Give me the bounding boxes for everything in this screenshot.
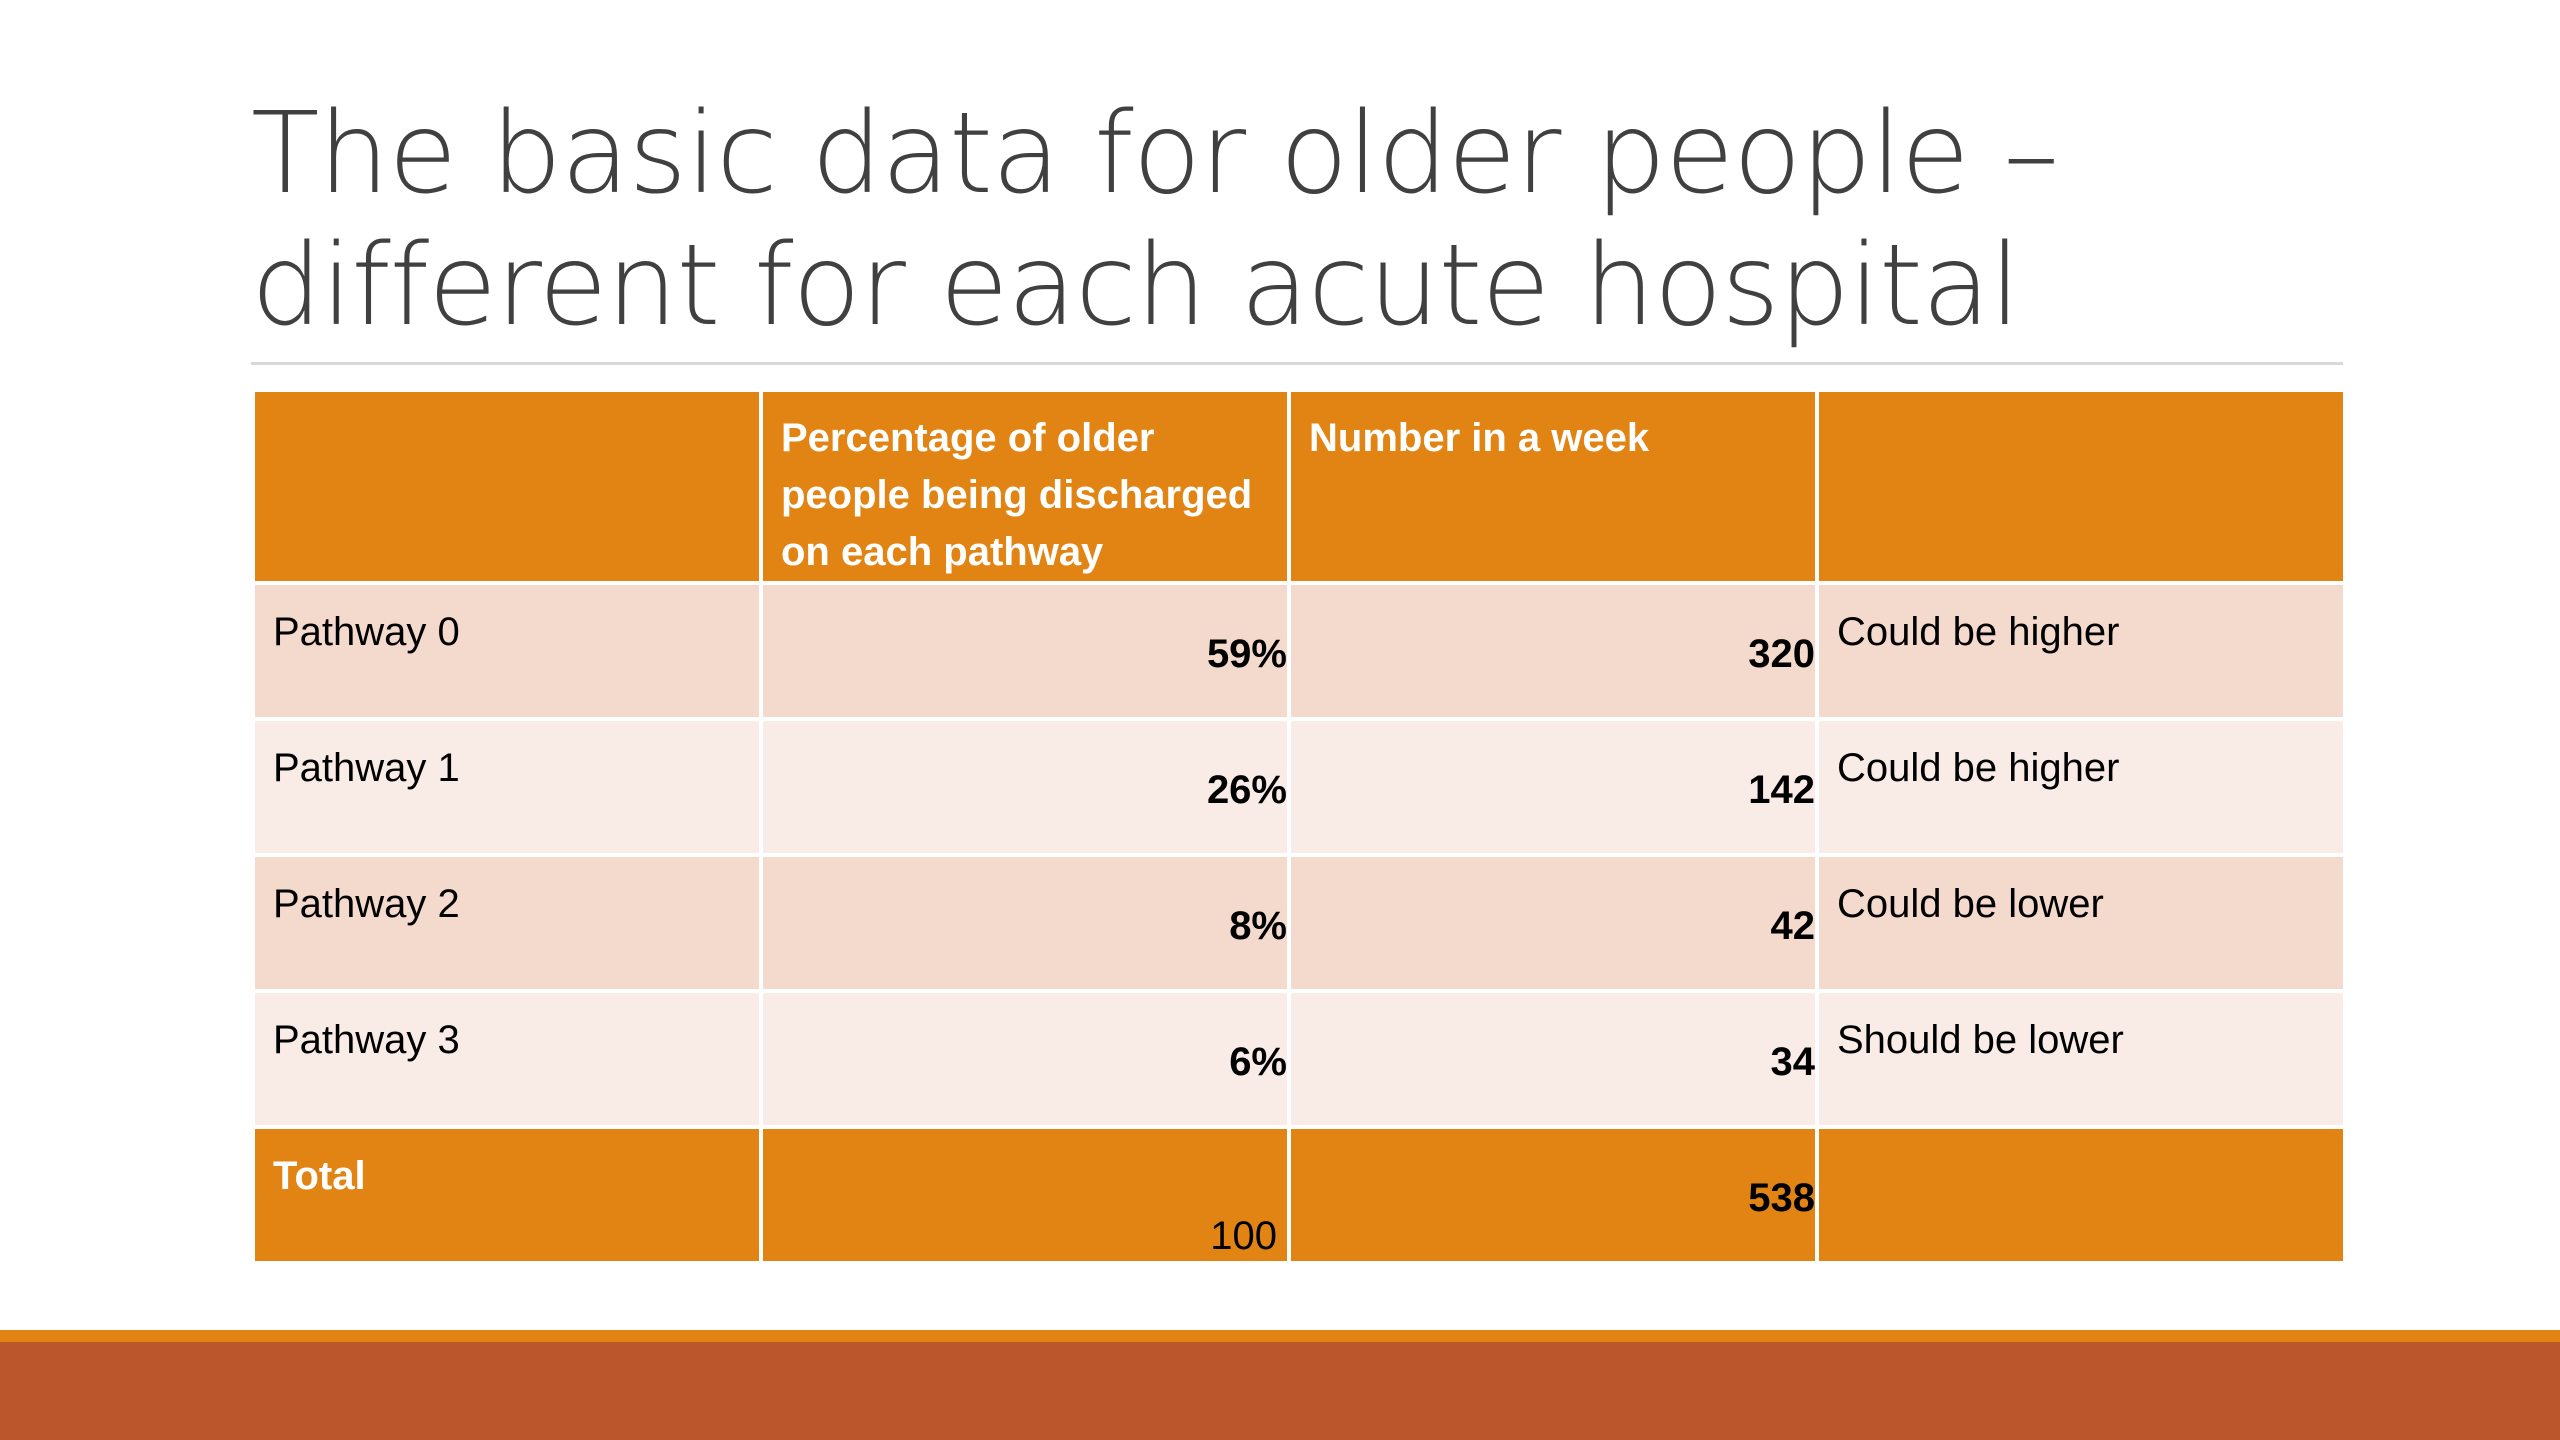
header-cell-pathway bbox=[251, 388, 763, 585]
pathway-label: Pathway 0 bbox=[273, 610, 460, 654]
total-note-cell bbox=[1815, 1125, 2347, 1265]
pathway-label: Pathway 3 bbox=[273, 1018, 460, 1062]
percentage-value: 26% bbox=[1206, 768, 1287, 812]
note-cell: Could be higher bbox=[1815, 717, 2347, 857]
total-label: Total bbox=[273, 1154, 366, 1198]
percentage-cell: 26% bbox=[759, 717, 1291, 857]
footer-band bbox=[0, 1342, 2560, 1440]
header-cell-percentage: Percentage of older people being dischar… bbox=[759, 388, 1291, 585]
footer-accent-stripe bbox=[0, 1330, 2560, 1342]
header-number-label: Number in a week bbox=[1309, 416, 1650, 460]
note-text: Could be higher bbox=[1837, 610, 2120, 654]
number-value: 142 bbox=[1748, 768, 1815, 812]
number-cell: 142 bbox=[1287, 717, 1819, 857]
slide-title-line-2: different for each acute hospital bbox=[251, 221, 2021, 351]
percentage-cell: 6% bbox=[759, 989, 1291, 1129]
pathway-table: Percentage of older people being dischar… bbox=[251, 388, 2347, 1265]
note-text: Could be lower bbox=[1837, 882, 2104, 926]
note-text: Could be higher bbox=[1837, 746, 2120, 790]
note-cell: Should be lower bbox=[1815, 989, 2347, 1129]
table-total-row: Total 100 538 bbox=[251, 1125, 2347, 1265]
slide-title-line-1: The basic data for older people – bbox=[251, 89, 2059, 219]
pathway-cell: Pathway 0 bbox=[251, 581, 763, 721]
number-value: 320 bbox=[1748, 632, 1815, 676]
number-cell: 42 bbox=[1287, 853, 1819, 993]
slide-title: The basic data for older people – differ… bbox=[251, 88, 2351, 352]
header-cell-note bbox=[1815, 388, 2347, 585]
percentage-value: 59% bbox=[1206, 632, 1287, 676]
table-row: Pathway 1 26% 142 Could be higher bbox=[251, 717, 2347, 857]
total-percentage-cell: 100 bbox=[759, 1125, 1291, 1265]
percentage-cell: 59% bbox=[759, 581, 1291, 721]
note-cell: Could be lower bbox=[1815, 853, 2347, 993]
percentage-value: 8% bbox=[1229, 904, 1287, 948]
header-cell-number: Number in a week bbox=[1287, 388, 1819, 585]
table-row: Pathway 0 59% 320 Could be higher bbox=[251, 581, 2347, 721]
total-percentage-value: 100 bbox=[1210, 1214, 1277, 1258]
note-cell: Could be higher bbox=[1815, 581, 2347, 721]
number-cell: 34 bbox=[1287, 989, 1819, 1129]
table-header-row: Percentage of older people being dischar… bbox=[251, 388, 2347, 585]
pathway-label: Pathway 2 bbox=[273, 882, 460, 926]
number-cell: 320 bbox=[1287, 581, 1819, 721]
percentage-value: 6% bbox=[1229, 1040, 1287, 1084]
note-text: Should be lower bbox=[1837, 1018, 2124, 1062]
pathway-cell: Pathway 2 bbox=[251, 853, 763, 993]
percentage-cell: 8% bbox=[759, 853, 1291, 993]
total-number-value: 538 bbox=[1748, 1176, 1815, 1220]
header-percentage-label: Percentage of older people being dischar… bbox=[781, 416, 1253, 574]
pathway-label: Pathway 1 bbox=[273, 746, 460, 790]
number-value: 34 bbox=[1770, 1040, 1816, 1084]
title-divider bbox=[251, 362, 2343, 365]
pathway-cell: Pathway 1 bbox=[251, 717, 763, 857]
table-row: Pathway 2 8% 42 Could be lower bbox=[251, 853, 2347, 993]
total-label-cell: Total bbox=[251, 1125, 763, 1265]
table-row: Pathway 3 6% 34 Should be lower bbox=[251, 989, 2347, 1129]
total-number-cell: 538 bbox=[1287, 1125, 1819, 1265]
number-value: 42 bbox=[1770, 904, 1816, 948]
pathway-cell: Pathway 3 bbox=[251, 989, 763, 1129]
